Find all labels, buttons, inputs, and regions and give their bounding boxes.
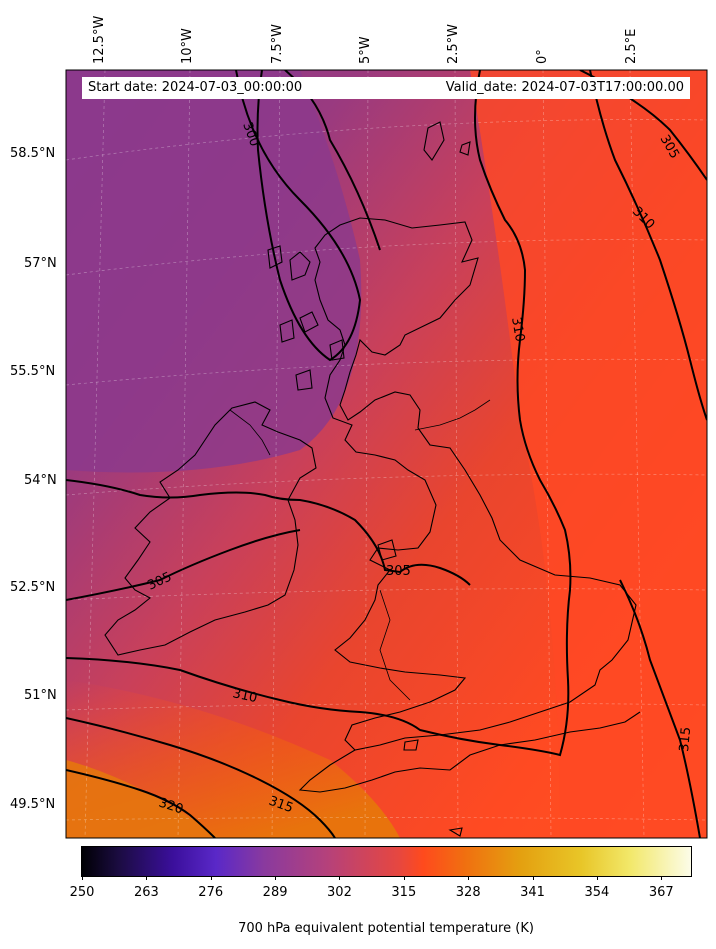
contour-label-315-east: 315 — [677, 726, 694, 752]
lon-label-2-5e: 2.5°E — [624, 28, 639, 64]
lon-label-7-5w: 7.5°W — [270, 23, 285, 64]
ireland-coast — [104, 401, 317, 656]
lat-label-58-5n: 58.5°N — [10, 146, 56, 161]
contour-305-south — [66, 529, 301, 601]
lon-label-5w: 5°W — [358, 36, 373, 64]
colorbar-tick-label: 276 — [198, 885, 224, 900]
lat-label-57n: 57°N — [24, 256, 57, 271]
contour-320 — [66, 769, 216, 838]
colorbar-tick-label: 341 — [520, 885, 545, 900]
great-britain-coast — [314, 217, 637, 751]
contours — [66, 70, 707, 838]
date-header: Start date: 2024-07-03_00:00:00 Valid_da… — [82, 77, 690, 99]
colorbar-tick-label: 289 — [262, 885, 288, 900]
colorbar-tickmark — [596, 876, 598, 880]
cold-region — [66, 70, 362, 473]
contour-label-305-center: 305 — [386, 564, 411, 579]
lat-label-52-5n: 52.5°N — [10, 580, 56, 595]
colorbar-tickmark — [403, 876, 405, 880]
contour-305-west — [66, 479, 471, 586]
lon-label-10w: 10°W — [180, 28, 195, 64]
lat-label-55-5n: 55.5°N — [10, 364, 56, 379]
colorbar-tickmark — [661, 876, 663, 880]
warm-east — [470, 70, 707, 838]
colorbar-label: 700 hPa equivalent potential temperature… — [238, 921, 534, 936]
colorbar-tickmark — [468, 876, 470, 880]
contour-300 — [235, 70, 362, 362]
contour-310-east — [589, 70, 707, 421]
borders — [229, 399, 491, 701]
contour-label-310-west: 310 — [231, 686, 258, 706]
colorbar-tickmark — [275, 876, 277, 880]
start-date-text: Start date: 2024-07-03_00:00:00 — [88, 80, 303, 95]
colorbar-tick-label: 263 — [133, 885, 159, 900]
colorbar-tick-label: 354 — [584, 885, 610, 900]
colorbar-tickmark — [82, 876, 83, 880]
contour-label-320: 320 — [157, 796, 185, 818]
colorbar-tick-label: 302 — [327, 885, 352, 900]
map-frame — [65, 69, 708, 839]
lat-label-54n: 54°N — [24, 473, 57, 488]
coastlines — [104, 121, 641, 837]
lat-label-49-5n: 49.5°N — [10, 797, 56, 812]
colorbar-tickmark — [146, 876, 148, 880]
colorbar-tick-label: 250 — [69, 885, 95, 900]
valid-date-text: Valid_date: 2024-07-03T17:00:00.00 — [445, 80, 684, 95]
colorbar-tickmark — [532, 876, 534, 880]
colorbar-tick-label: 367 — [648, 885, 674, 900]
colorbar-tick-label: 315 — [391, 885, 417, 900]
lon-label-2-5w: 2.5°W — [446, 23, 461, 64]
colorbar-tick-label: 328 — [455, 885, 481, 900]
contour-310-main — [66, 70, 572, 757]
lon-label-12-5w: 12.5°W — [92, 15, 107, 64]
colorbar-tickmark — [339, 876, 341, 880]
colorbar-tickmark — [210, 876, 212, 880]
contour-315-east — [619, 579, 701, 838]
contour-315-main — [66, 717, 336, 838]
contour-label-310-east: 310 — [508, 316, 527, 343]
colorbar — [81, 846, 692, 877]
lon-label-0: 0° — [535, 49, 550, 64]
lat-label-51n: 51°N — [24, 688, 57, 703]
